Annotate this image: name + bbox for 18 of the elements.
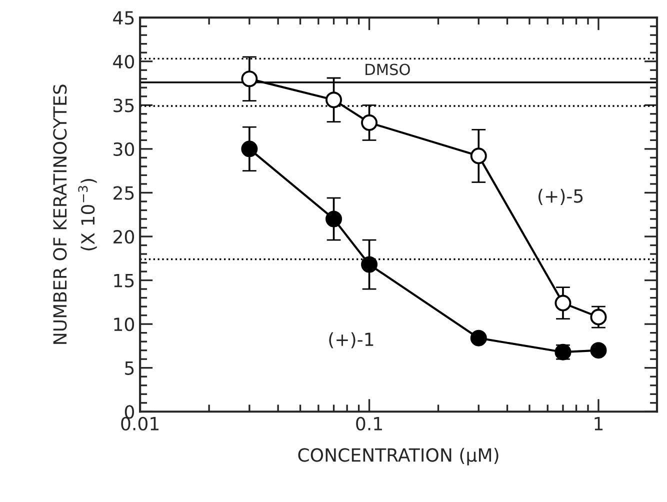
y-tick-label: 10 [114,318,134,332]
y-tick-label: 15 [114,274,134,288]
y-tick-label: 30 [114,142,134,156]
ref-line-label: DMSO [366,64,410,76]
y-tick-label: 40 [113,54,134,68]
y-tick-label: 45 [113,11,134,25]
x-tick-label: 0.1 [356,416,382,430]
x-tick-label: 0.01 [121,416,159,430]
x-tick-label: 1 [594,417,603,430]
y-tick-label: 20 [114,230,134,244]
text: (+)-1 [329,332,374,348]
y-axis-title: NUMBER OF KERATINOCYTES (X 10$^{−3}$) [53,84,97,344]
y-tick-label: 5 [125,362,134,375]
series-label: (+)-5 [538,188,583,205]
y-tick-label: 35 [114,98,134,112]
x-axis-title: CONCENTRATION (μM) [298,448,498,466]
y-tick-label: 0 [124,405,134,419]
y-tick-label: 25 [114,186,134,200]
